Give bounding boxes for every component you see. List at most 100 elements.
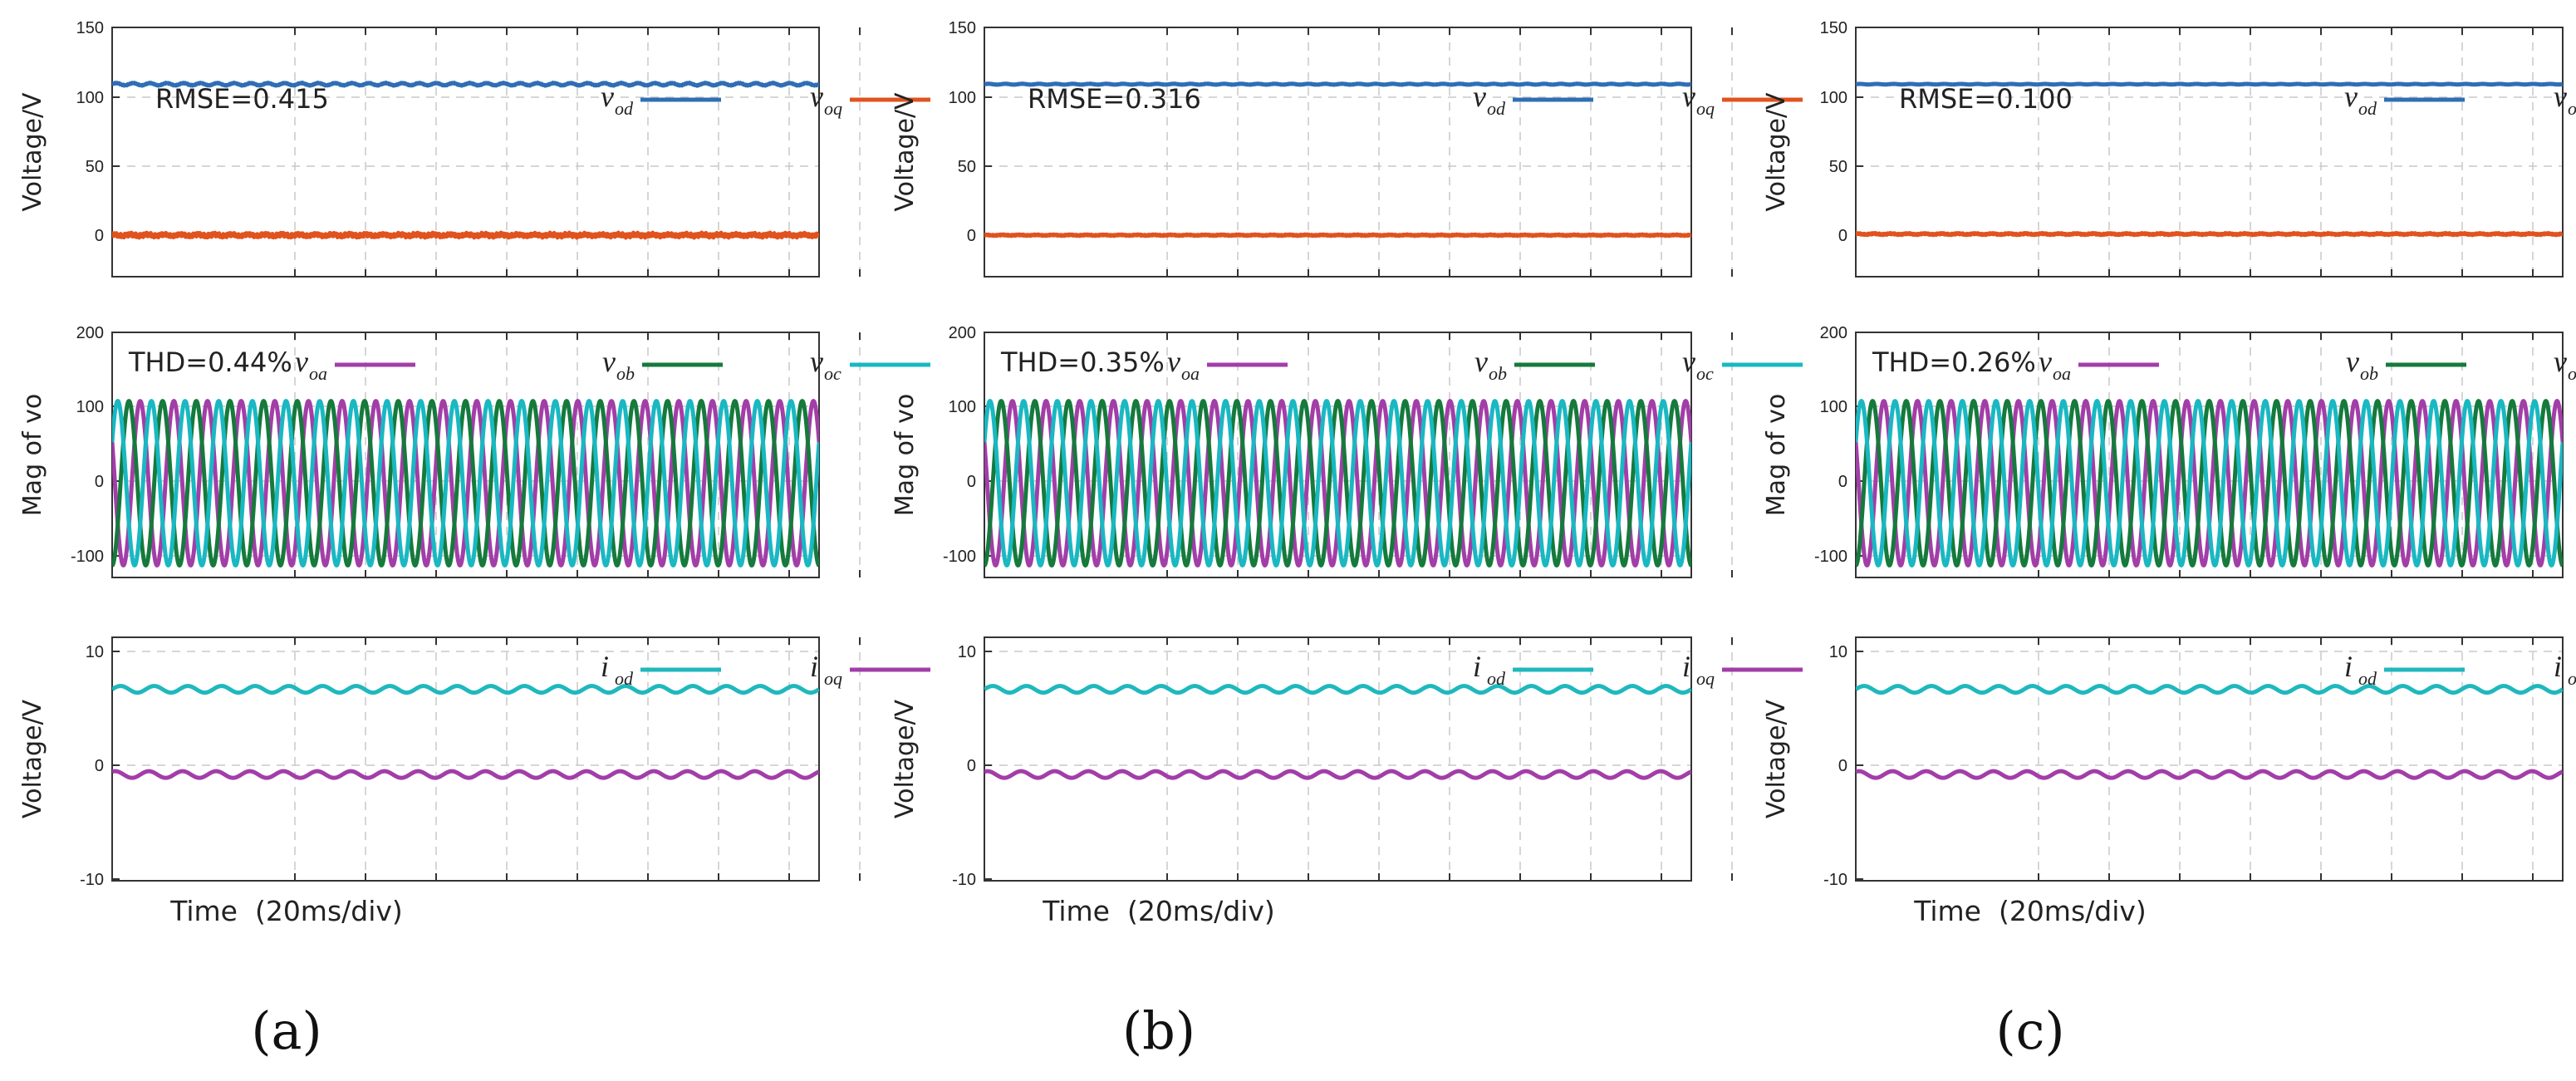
series-v-oq — [984, 232, 1691, 238]
legend-symbol: i — [810, 650, 818, 683]
series-i-od — [112, 684, 819, 695]
legend-subscript: od — [1487, 98, 1506, 119]
y-axis-label: Voltage/V — [18, 92, 47, 212]
y-tick-label: 50 — [86, 158, 104, 176]
y-tick-label: -10 — [952, 871, 976, 889]
traces — [984, 399, 1691, 568]
legend-symbol: v — [2554, 345, 2567, 378]
traces — [1856, 399, 2563, 568]
legend-subscript: oa — [1181, 363, 1200, 384]
y-tick-label: 0 — [95, 757, 104, 775]
panel-label: (c) — [1995, 1000, 2064, 1061]
traces — [1856, 81, 2563, 238]
y-tick-label: -100 — [71, 548, 104, 566]
series-v-od — [1856, 81, 2563, 87]
legend-subscript: od — [615, 668, 634, 689]
annotation: THD=0.35% — [1000, 346, 1165, 378]
y-tick-label: 0 — [1838, 473, 1847, 491]
y-tick-label: 100 — [76, 89, 104, 107]
traces — [112, 684, 819, 780]
x-axis-label: Time (20ms/div) — [169, 895, 403, 927]
legend-subscript: ob — [1489, 363, 1507, 384]
grid — [112, 27, 861, 277]
legend-subscript: oq — [1696, 668, 1715, 689]
legend-subscript: oq — [824, 98, 842, 119]
legend-symbol: v — [2554, 80, 2567, 113]
y-axis-label: Voltage/V — [891, 699, 920, 818]
y-tick-label: 150 — [76, 19, 104, 37]
traces — [984, 684, 1691, 780]
grid — [1856, 637, 2563, 881]
series-v-ob — [984, 399, 1691, 568]
series-i-oq — [1856, 769, 2563, 780]
y-tick-label: 0 — [967, 473, 976, 491]
legend-subscript: oc — [1696, 363, 1714, 384]
legend-subscript: od — [2358, 98, 2377, 119]
legend-symbol: v — [602, 345, 616, 378]
legend-symbol: i — [2344, 650, 2353, 683]
y-tick-label: 0 — [967, 757, 976, 775]
legend-symbol: v — [601, 80, 614, 113]
y-tick-label: 150 — [1820, 19, 1847, 37]
y-tick-label: 50 — [958, 158, 976, 176]
y-tick-label: 150 — [949, 19, 976, 37]
y-tick-label: 100 — [1820, 89, 1847, 107]
y-tick-label: -100 — [1814, 548, 1847, 566]
legend-symbol: v — [1167, 345, 1180, 378]
panel-c: 150100500Voltage/VRMSE=0.100vodvoq200100… — [1762, 19, 2576, 1061]
legend-symbol: v — [810, 80, 823, 113]
legend-symbol: v — [1682, 345, 1695, 378]
traces — [112, 81, 819, 240]
y-axis-label: Mag of vo — [18, 394, 47, 516]
legend-subscript: ob — [2360, 363, 2378, 384]
grid — [112, 637, 861, 881]
series-v-ob — [112, 399, 819, 568]
y-axis-label: Voltage/V — [1762, 92, 1791, 212]
legend-symbol: i — [601, 650, 609, 683]
legend-subscript: oa — [309, 363, 327, 384]
y-tick-label: 100 — [949, 89, 976, 107]
y-tick-label: 0 — [95, 227, 104, 245]
legend-subscript: oq — [2568, 98, 2576, 119]
annotation: RMSE=0.316 — [1028, 83, 1201, 115]
series-v-od — [984, 81, 1691, 87]
legend-subscript: oc — [2568, 363, 2576, 384]
panel-label: (b) — [1122, 1000, 1195, 1061]
series-v-oc — [984, 399, 1691, 568]
legend-symbol: v — [2039, 345, 2052, 378]
series-i-oq — [112, 769, 819, 780]
y-tick-label: 100 — [1820, 398, 1847, 416]
series-v-oc — [112, 399, 819, 568]
y-tick-label: 100 — [76, 398, 104, 416]
legend-symbol: i — [1682, 650, 1690, 683]
series-v-oc — [1856, 399, 2563, 568]
legend-subscript: oq — [824, 668, 842, 689]
legend-symbol: i — [1473, 650, 1481, 683]
annotation: RMSE=0.415 — [155, 83, 329, 115]
legend-subscript: od — [1487, 668, 1506, 689]
y-tick-label: 0 — [95, 473, 104, 491]
grid — [984, 637, 1733, 881]
series-v-od — [112, 81, 819, 88]
legend-symbol: v — [810, 345, 823, 378]
traces — [1856, 684, 2563, 780]
y-tick-label: -10 — [80, 871, 104, 889]
axes-frame — [1855, 27, 2564, 278]
legend-subscript: oq — [2568, 668, 2576, 689]
y-axis-label: Voltage/V — [18, 699, 47, 818]
y-tick-label: 10 — [86, 643, 104, 661]
legend-subscript: oq — [1696, 98, 1715, 119]
y-axis-label: Voltage/V — [891, 92, 920, 212]
series-i-od — [984, 684, 1691, 695]
